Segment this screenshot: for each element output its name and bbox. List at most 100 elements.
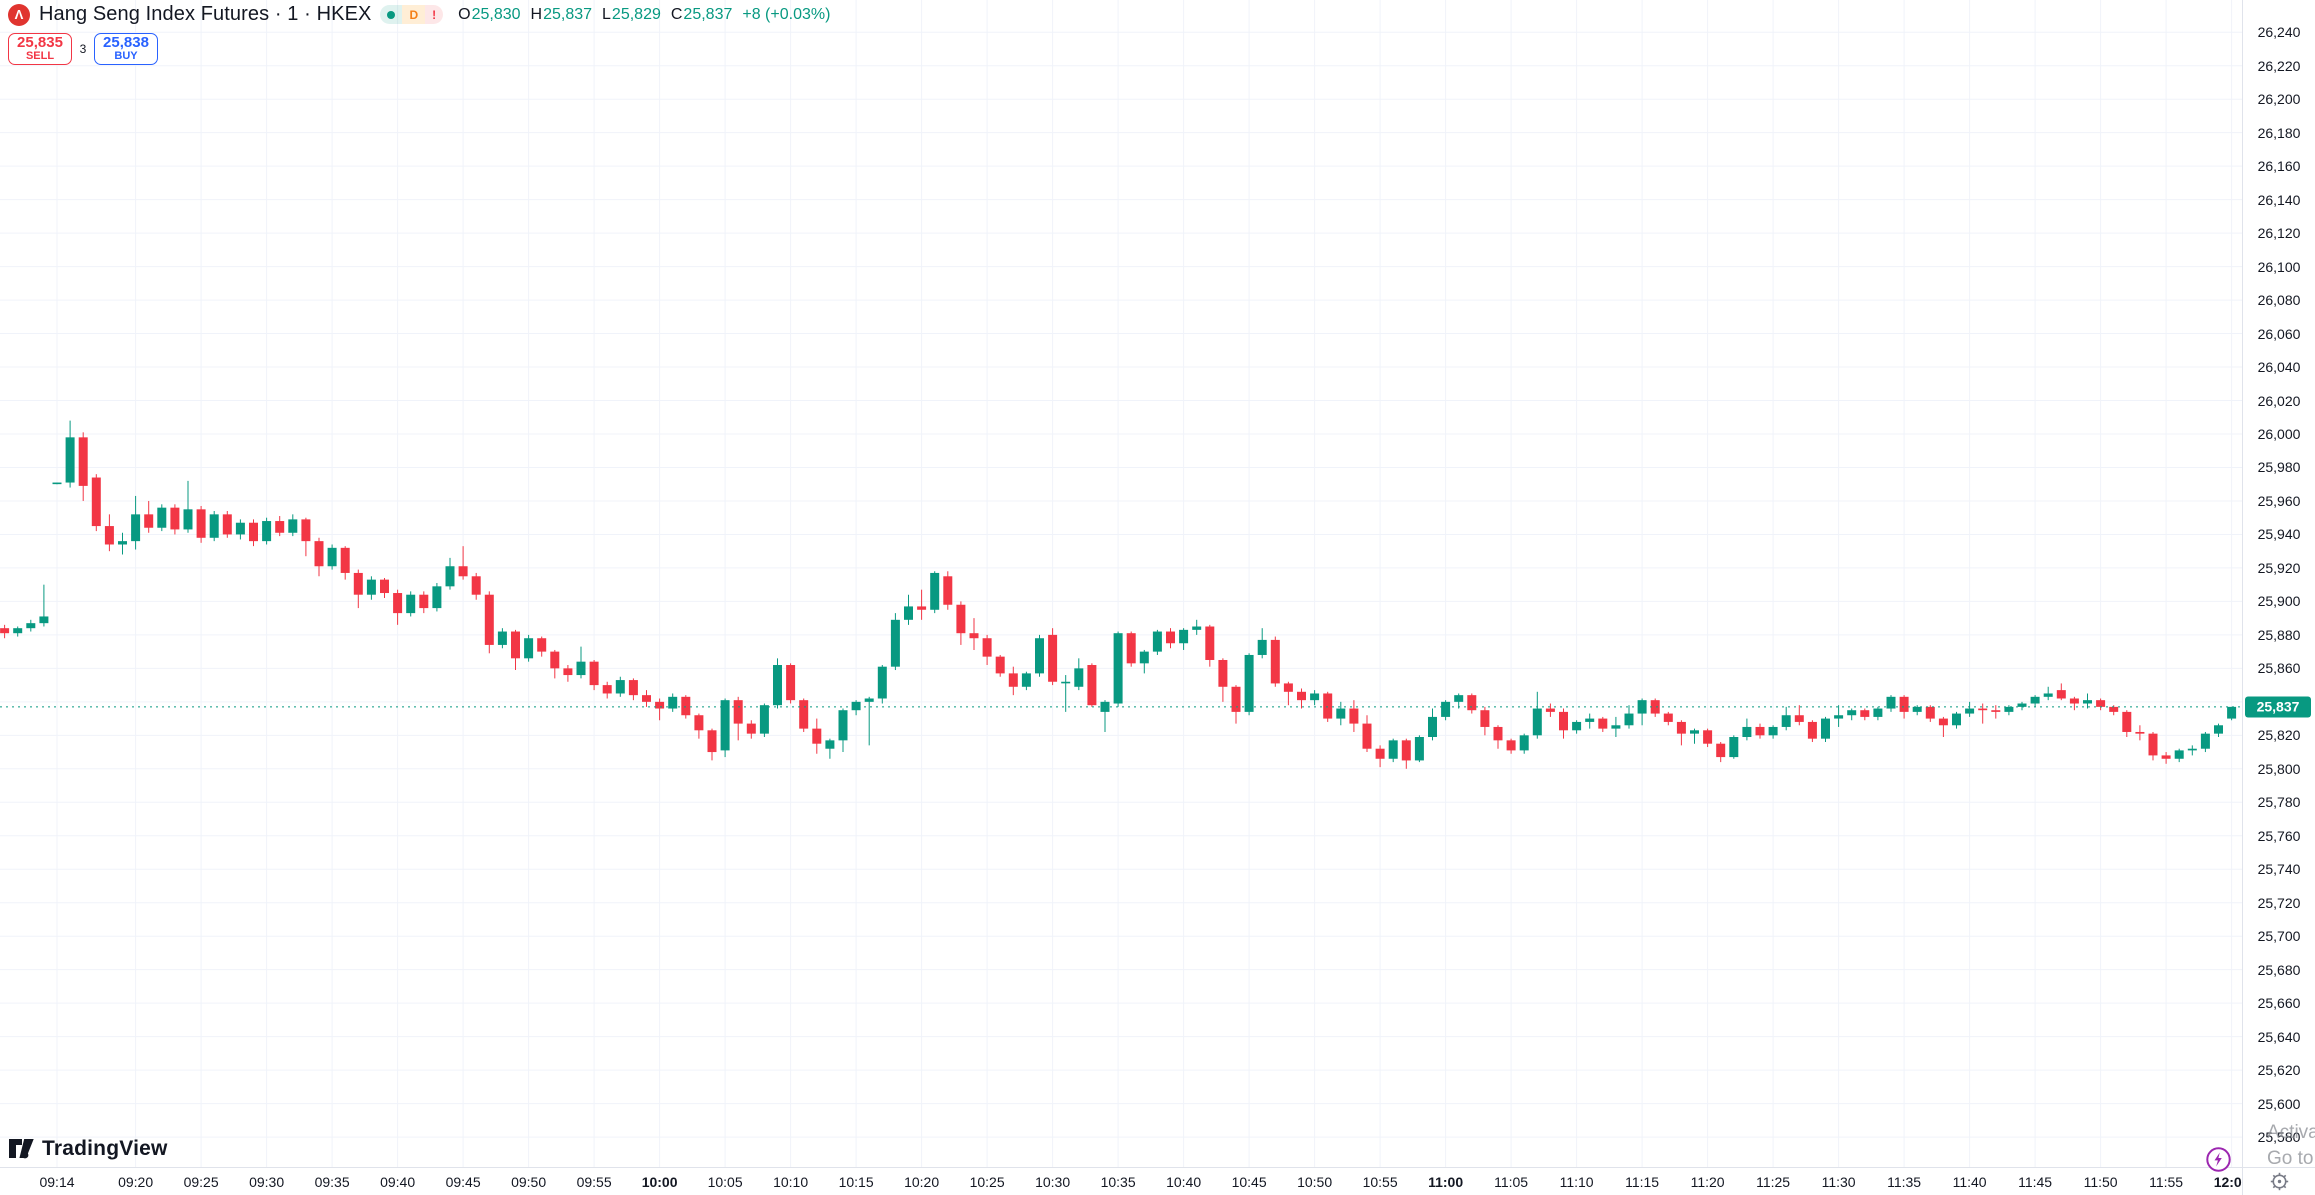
- symbol-title[interactable]: Hang Seng Index Futures · 1 · HKEX: [39, 3, 372, 25]
- candle-down: [353, 572, 363, 595]
- candle-up: [1742, 726, 1752, 737]
- market-open-dot-icon[interactable]: [380, 5, 403, 24]
- candle-down: [1676, 721, 1686, 734]
- candle-up: [720, 700, 730, 751]
- price-axis-label: 25,820: [2257, 727, 2301, 744]
- candle-down: [956, 604, 966, 634]
- price-axis-border: [2242, 0, 2243, 1195]
- candle-down: [1166, 631, 1175, 644]
- price-axis-label: 26,060: [2257, 325, 2301, 342]
- candle-up: [1336, 708, 1346, 719]
- sell-button[interactable]: 25,835 SELL: [8, 33, 72, 65]
- time-axis-label: 10:45: [1231, 1174, 1267, 1190]
- candle-down: [1559, 711, 1568, 731]
- price-axis-label: 25,860: [2257, 660, 2301, 677]
- last-price-tag[interactable]: 25,837: [2245, 696, 2311, 718]
- time-axis-label: 10:35: [1100, 1174, 1136, 1190]
- candle-up: [157, 507, 167, 528]
- candle-up: [1035, 638, 1044, 674]
- open-key: O: [458, 5, 471, 23]
- candlestick-chart-pane[interactable]: [0, 0, 2242, 1167]
- candle-down: [1349, 708, 1359, 724]
- symbol-header: Λ Hang Seng Index Futures · 1 · HKEX D !…: [8, 3, 830, 26]
- candle-up: [2187, 748, 2197, 751]
- candle-down: [2148, 733, 2158, 756]
- high-key: H: [530, 5, 543, 23]
- candle-up: [524, 638, 534, 659]
- candle-up: [2030, 696, 2040, 704]
- candle-up: [327, 547, 337, 567]
- candle-down: [602, 685, 612, 694]
- delayed-data-badge[interactable]: D: [402, 5, 426, 24]
- candle-down: [249, 522, 258, 542]
- close-value: 25,837: [683, 5, 733, 23]
- time-axis[interactable]: 09:14 09:20 09:25 09:30 09:35 09:40 09:45 09:50…: [0, 1168, 2250, 1195]
- candle-up: [65, 437, 75, 483]
- candle-down: [799, 700, 809, 729]
- candle-down: [1362, 723, 1372, 749]
- candle-down: [2096, 700, 2106, 707]
- candle-down: [707, 730, 717, 753]
- candle-down: [1087, 665, 1097, 706]
- candle-down: [694, 715, 704, 731]
- price-axis-label: 25,680: [2257, 961, 2301, 978]
- candle-up: [1428, 716, 1437, 737]
- candle-up: [2043, 693, 2053, 697]
- candle-down: [2056, 690, 2066, 699]
- candle-down: [917, 606, 927, 610]
- price-axis[interactable]: 25,580 25,600 25,620 25,640 25,660 25,680 25,7…: [2243, 0, 2315, 1167]
- candle-down: [550, 651, 560, 669]
- candle-down: [1375, 748, 1385, 759]
- candle-up: [1624, 713, 1634, 726]
- candle-up: [1768, 726, 1778, 736]
- candle-up: [1074, 668, 1084, 687]
- candle-up: [1912, 706, 1922, 712]
- candle-down: [1493, 726, 1503, 741]
- time-axis-label: 10:55: [1362, 1174, 1398, 1190]
- time-axis-border: [0, 1167, 2315, 1168]
- gear-icon[interactable]: [2270, 1172, 2289, 1191]
- candle-up: [1021, 673, 1031, 687]
- tradingview-watermark[interactable]: TradingView: [8, 1136, 168, 1161]
- candle-up: [118, 541, 127, 545]
- price-axis-label: 25,600: [2257, 1095, 2301, 1112]
- time-axis-label: 11:10: [1559, 1174, 1594, 1190]
- tradingview-logo-icon: [9, 1139, 34, 1159]
- candle-up: [668, 696, 678, 709]
- alert-badge[interactable]: !: [425, 5, 444, 24]
- time-axis-label: 09:25: [183, 1174, 219, 1190]
- price-axis-label: 25,620: [2257, 1062, 2301, 1079]
- candle-down: [1794, 715, 1804, 722]
- price-axis-label: 25,720: [2257, 894, 2301, 911]
- candle-down: [681, 696, 691, 716]
- candle-up: [930, 572, 940, 610]
- close-key: C: [670, 5, 683, 23]
- candle-up: [52, 482, 62, 485]
- candle-up: [39, 616, 49, 624]
- candle-up: [26, 623, 36, 629]
- candle-down: [1545, 708, 1555, 712]
- instant-trading-button[interactable]: [2205, 1146, 2232, 1173]
- watermark-line2: Go to S: [2267, 1148, 2315, 1169]
- candle-up: [1965, 708, 1975, 714]
- candle-down: [393, 593, 403, 614]
- time-axis-label: 10:40: [1166, 1174, 1202, 1190]
- price-axis-label: 25,980: [2257, 459, 2301, 476]
- axis-settings-corner[interactable]: [2243, 1168, 2315, 1195]
- time-axis-label: 09:35: [314, 1174, 350, 1190]
- candle-down: [1703, 730, 1713, 744]
- symbol-logo-icon[interactable]: Λ: [8, 3, 30, 26]
- candle-up: [1244, 654, 1254, 712]
- candle-down: [419, 594, 429, 609]
- candle-up: [1532, 708, 1542, 736]
- candle-down: [746, 723, 756, 734]
- buy-button[interactable]: 25,838 BUY: [94, 33, 158, 65]
- candle-up: [1611, 725, 1621, 729]
- candle-down: [1860, 710, 1870, 717]
- candle-down: [642, 695, 651, 702]
- candle-up: [2174, 750, 2184, 759]
- candle-down: [1938, 718, 1948, 726]
- candle-down: [1650, 700, 1660, 714]
- candle-up: [1441, 701, 1451, 717]
